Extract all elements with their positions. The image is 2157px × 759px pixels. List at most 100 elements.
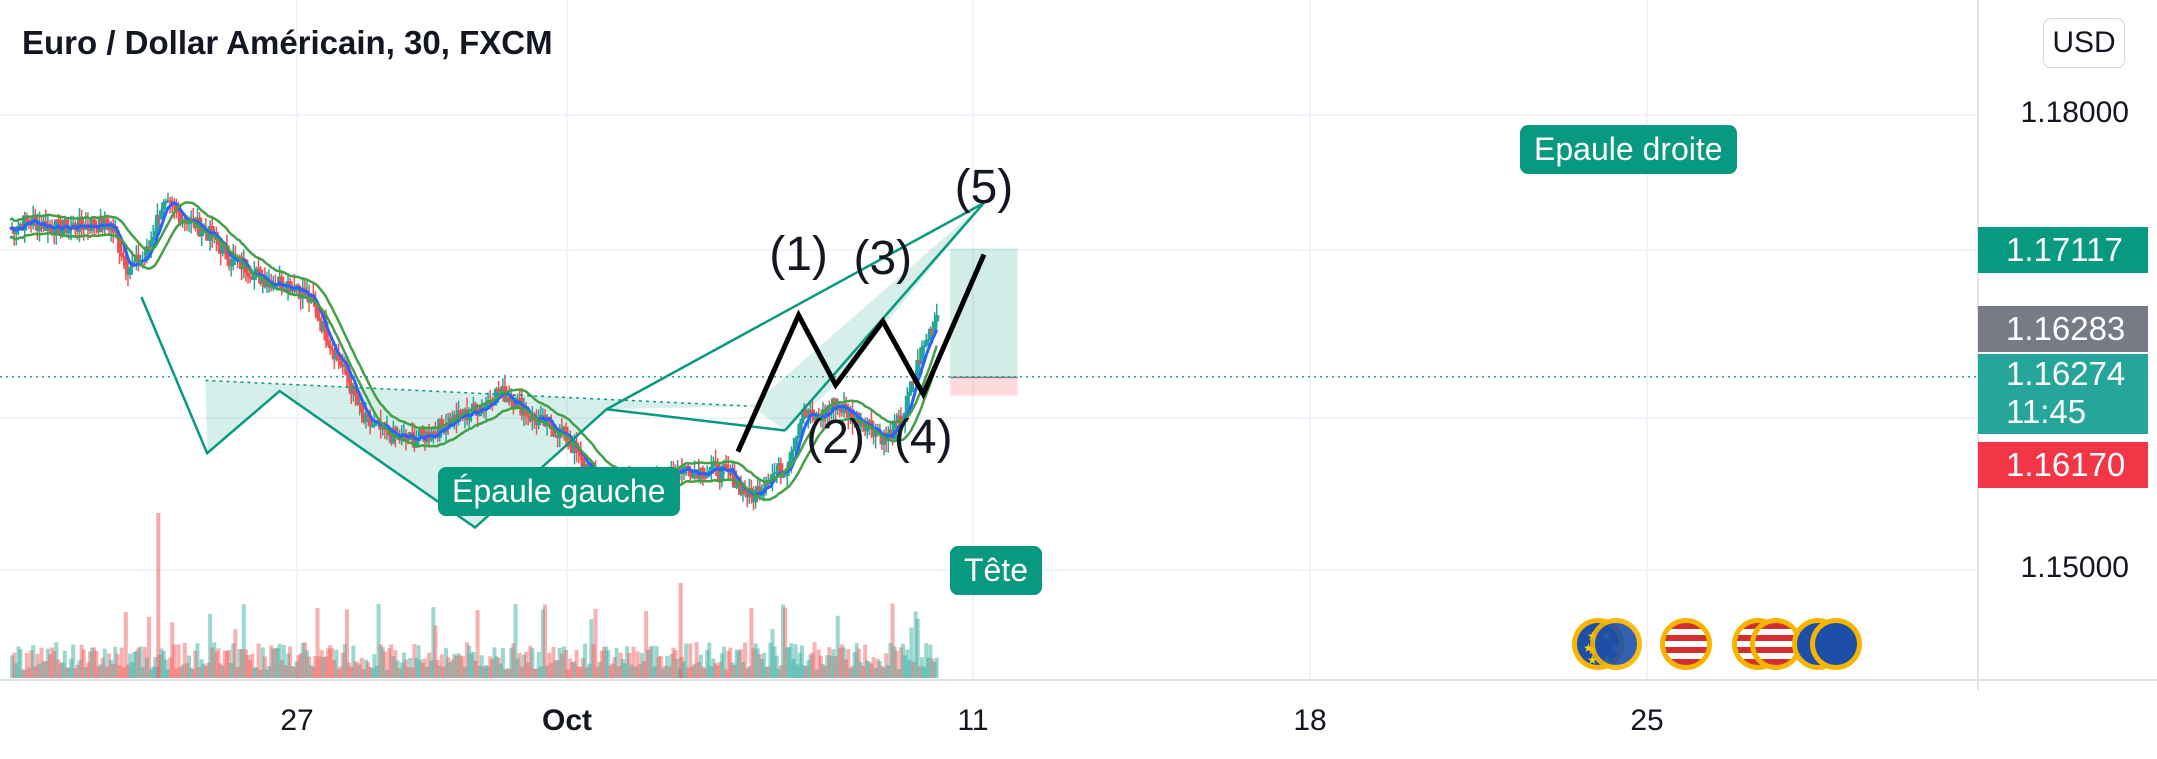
head-label[interactable]: Tête [950,546,1043,595]
candle-body [148,240,154,247]
volume-bar [749,608,754,678]
volume-bar [106,653,111,678]
candle-body [710,461,716,467]
volume-bar [425,666,430,678]
volume-bar [574,649,579,678]
candle-body [60,229,66,236]
candle-body [49,226,55,233]
candle-body [420,428,426,434]
candle-body [523,408,529,416]
volume-bar [901,643,906,678]
left-shoulder-label[interactable]: Épaule gauche [438,467,680,516]
candle-body [178,212,184,224]
candle-body [323,321,329,341]
volume-bar [530,648,535,678]
volume-bar [494,656,499,678]
currency-button[interactable]: USD [2043,18,2125,68]
candle-body [228,264,234,267]
volume-bar [823,666,828,678]
volume-bar [214,651,219,678]
volume-bar [747,666,752,678]
volume-bar [35,653,40,678]
volume-bar [262,656,267,678]
candle-body [123,257,129,270]
candle-body [325,340,331,346]
volume-bar [751,648,756,678]
right-shoulder-label[interactable]: Epaule droite [1520,125,1737,174]
wave-label-3[interactable]: (3) [853,232,913,286]
volume-bar [473,660,478,678]
volume-bar [26,667,31,678]
volume-bar [934,657,939,678]
volume-bar [54,642,59,678]
volume-bar [915,618,920,678]
volume-bar [435,659,440,678]
candle-body [692,469,698,479]
volume-bar [488,656,493,678]
volume-bar [134,650,139,678]
volume-bar [109,660,114,678]
volume-bar [521,654,526,678]
volume-bar [422,658,427,678]
candle-body [919,346,925,364]
volume-bar [892,646,897,678]
volume-bar [163,659,168,678]
volume-bar [564,649,569,678]
candle-body [127,267,133,275]
volume-bar [149,669,154,678]
volume-bar [294,661,299,678]
volume-bar [886,664,891,678]
us-flag-icon[interactable] [1660,618,1712,670]
economic-events[interactable]: ★ ★ ★ ★ ★ ★ ★ ★ [1572,618,1862,674]
candle-body [315,306,321,319]
eu-flag-icon[interactable] [1810,618,1862,670]
candle-body [519,398,525,416]
candle-body [793,438,799,449]
head-shoulders-pattern [0,201,1978,530]
volume-bar [361,668,366,678]
volume-bar [29,650,34,678]
volume-bar [462,666,467,678]
volume-bar [623,663,628,678]
eu-flag-icon[interactable] [1590,618,1642,670]
volume-bar [717,661,722,678]
volume-bar [540,609,545,678]
volume-bar [502,669,507,678]
volume-bar [159,648,164,678]
volume-bar [336,668,341,678]
volume-bar [648,646,653,678]
volume-bar [524,651,529,678]
volume-bar [852,651,857,678]
last-price-tag: 1.16274 11:45 [1978,354,2148,434]
candle-body [262,278,268,288]
volume-bar [650,645,655,678]
volume-bar [433,625,438,678]
volume-bar [271,648,276,678]
volume-bar [300,642,305,678]
volume-bar [153,656,158,678]
volume-bar [248,659,253,678]
neckline [205,379,752,407]
volume-bar [452,654,457,678]
elliott-wave-path [735,253,987,453]
candle-body [510,399,516,408]
candle-body [369,425,375,428]
volume-bar [724,669,729,678]
volume-bar [768,642,773,678]
volume-bar [922,666,927,678]
ma-band-upper [9,201,938,484]
wave-label-2[interactable]: (2) [806,411,865,465]
volume-bar [917,665,922,678]
candle-body [329,348,335,351]
wave-label-5[interactable]: (5) [954,160,1014,214]
wave-label-4[interactable]: (4) [893,411,953,465]
volume-bar [195,643,200,678]
candle-body [199,231,205,237]
candle-body [797,423,803,436]
volume-bar [328,645,333,678]
wave-label-1[interactable]: (1) [769,227,828,281]
volume-bar [104,666,109,678]
volume-bar [119,647,124,678]
volume-bar [519,666,524,678]
